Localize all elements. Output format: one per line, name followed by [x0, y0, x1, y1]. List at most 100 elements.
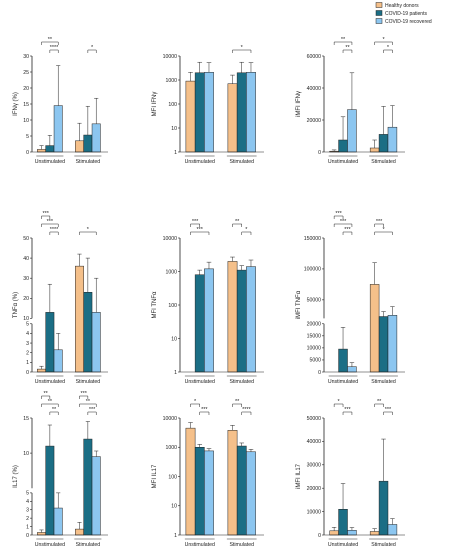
y-tick-label: 5	[26, 322, 29, 328]
y-tick-label: 10000	[163, 236, 178, 242]
significance-bracket	[342, 231, 353, 235]
y-tick-label: 1	[174, 370, 177, 376]
significance-label: ***	[376, 219, 383, 225]
x-tick-label: Stimulated	[76, 159, 101, 165]
bar	[347, 109, 357, 153]
x-tick-label: Unstimulated	[185, 379, 215, 385]
significance-label: *	[87, 227, 90, 233]
significance-bracket	[49, 411, 59, 415]
legend-swatch	[375, 2, 383, 8]
y-axis-label: MFI IL17	[152, 464, 158, 488]
y-tick-label: 3	[26, 341, 29, 347]
bar	[369, 284, 380, 373]
significance-label: ****	[242, 407, 251, 413]
bar	[246, 266, 256, 373]
bar	[45, 445, 55, 536]
y-tick-label: 10000	[163, 416, 178, 422]
bar	[37, 149, 46, 153]
y-tick-label: 10000	[163, 54, 178, 60]
x-tick-label: Stimulated	[76, 542, 101, 548]
y-tick-label: 10	[171, 504, 177, 510]
significance-bracket	[199, 411, 210, 415]
bar	[91, 312, 101, 373]
bar	[236, 445, 247, 536]
y-tick-label: 40	[23, 256, 29, 262]
y-tick-label: 50000	[307, 298, 322, 304]
panel-2: 1 10 100 1000 10000 MFI IFNγ Unstimulated Stimu…	[152, 45, 264, 165]
bar	[53, 105, 63, 153]
y-tick-label: 0	[26, 150, 29, 156]
significance-label: **	[235, 399, 240, 405]
y-axis-label: MFI IFNγ	[152, 92, 158, 117]
bar	[194, 274, 205, 373]
significance-label: ***	[47, 219, 54, 225]
bar	[194, 72, 205, 153]
significance-label: **	[341, 37, 346, 43]
bar	[37, 532, 46, 536]
y-tick-label: 10000	[307, 509, 322, 515]
y-axis-label: IFNγ (%)	[13, 92, 19, 116]
significance-bracket	[232, 49, 252, 53]
x-tick-label: Unstimulated	[185, 542, 215, 548]
bar	[338, 139, 348, 153]
y-tick-label: 1	[26, 360, 29, 366]
bar	[83, 438, 93, 536]
significance-bracket	[190, 231, 210, 235]
y-tick-label: 60000	[307, 54, 322, 60]
significance-bracket	[232, 223, 242, 227]
x-tick-label: Stimulated	[371, 159, 396, 165]
significance-label: *	[91, 45, 94, 51]
bar	[53, 349, 63, 373]
significance-bracket	[333, 403, 344, 407]
significance-label: **	[52, 407, 57, 413]
significance-label: **	[345, 45, 350, 51]
significance-bracket	[241, 231, 252, 235]
y-tick-label: 1	[174, 150, 177, 156]
x-tick-label: Unstimulated	[328, 379, 358, 385]
y-axis-label: IL17 (%)	[13, 465, 19, 488]
bar	[246, 451, 256, 536]
y-tick-label: 3	[26, 508, 29, 514]
bar	[45, 145, 55, 153]
significance-label: *	[382, 227, 385, 233]
significance-bracket	[79, 231, 97, 235]
x-tick-label: Unstimulated	[35, 379, 65, 385]
significance-bracket	[374, 403, 384, 407]
significance-bracket	[333, 41, 353, 45]
bar	[75, 140, 84, 153]
y-tick-label: 1000	[165, 78, 177, 84]
y-tick-label: 1000	[165, 269, 177, 275]
significance-bracket	[374, 41, 393, 45]
y-tick-label: 2	[26, 351, 29, 357]
y-tick-label: 25	[23, 70, 29, 76]
bar	[387, 315, 398, 373]
y-tick-label: 30	[23, 54, 29, 60]
legend-swatch	[375, 10, 383, 16]
bar	[227, 83, 238, 153]
y-tick-label: 10	[23, 118, 29, 124]
significance-label: *	[194, 399, 197, 405]
significance-bracket	[41, 215, 51, 219]
significance-label: ***	[192, 219, 199, 225]
x-tick-label: Unstimulated	[185, 159, 215, 165]
y-tick-label: 50000	[307, 416, 322, 422]
significance-bracket	[41, 395, 51, 399]
y-tick-label: 20	[23, 86, 29, 92]
significance-label: *	[382, 37, 385, 43]
x-tick-label: Stimulated	[371, 542, 396, 548]
significance-label: ***	[335, 211, 342, 217]
y-tick-label: 5	[26, 134, 29, 140]
x-tick-label: Stimulated	[229, 379, 254, 385]
bar	[227, 261, 238, 373]
significance-bracket	[49, 49, 59, 53]
y-tick-label: 15	[23, 416, 29, 422]
y-tick-label: 100	[168, 474, 177, 480]
y-tick-label: 1	[26, 524, 29, 530]
significance-label: **	[86, 399, 91, 405]
significance-label: ***	[340, 219, 347, 225]
bar	[236, 269, 247, 373]
